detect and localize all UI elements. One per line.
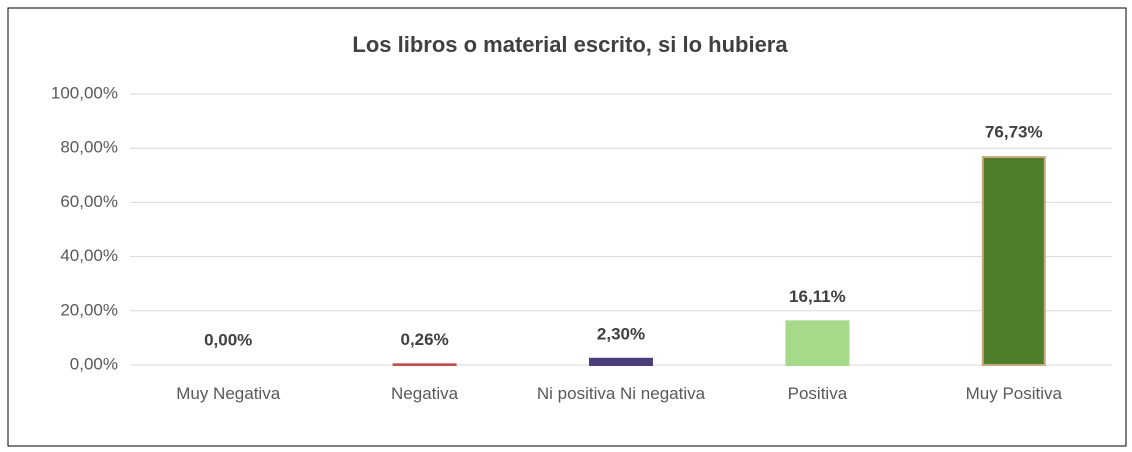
y-tick-label: 100,00% bbox=[51, 83, 118, 102]
chart-title: Los libros o material escrito, si lo hub… bbox=[352, 32, 788, 57]
bar bbox=[392, 363, 457, 367]
y-tick-label: 0,00% bbox=[70, 354, 118, 373]
data-label: 76,73% bbox=[985, 123, 1043, 142]
x-tick-label: Negativa bbox=[391, 384, 459, 403]
x-tick-label: Muy Negativa bbox=[176, 384, 281, 403]
data-label: 0,26% bbox=[400, 330, 448, 349]
x-tick-label: Positiva bbox=[787, 384, 848, 403]
bar bbox=[589, 357, 653, 366]
bar bbox=[785, 320, 850, 366]
y-tick-label: 40,00% bbox=[60, 246, 118, 265]
data-label: 0,00% bbox=[204, 330, 252, 349]
bar bbox=[981, 156, 1046, 366]
y-tick-label: 80,00% bbox=[60, 138, 118, 157]
data-label: 2,30% bbox=[597, 324, 645, 343]
chart-border bbox=[7, 7, 1127, 447]
x-tick-label: Muy Positiva bbox=[965, 384, 1062, 403]
x-tick-label: Ni positiva Ni negativa bbox=[536, 384, 706, 403]
y-tick-label: 60,00% bbox=[60, 192, 118, 211]
y-tick-label: 20,00% bbox=[60, 300, 118, 319]
data-label: 16,11% bbox=[789, 287, 846, 306]
